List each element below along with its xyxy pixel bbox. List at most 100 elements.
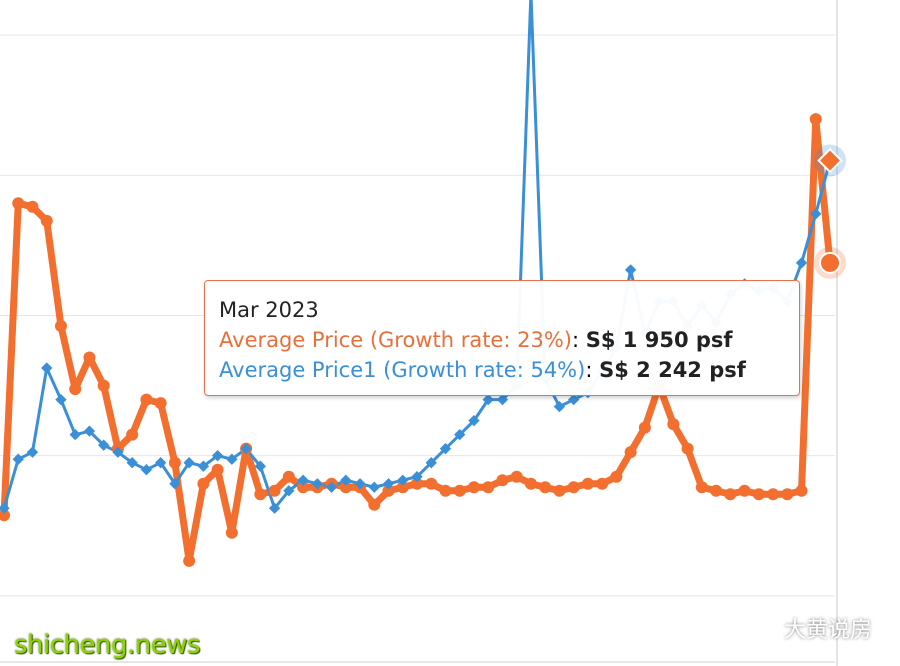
data-point[interactable] (268, 502, 281, 514)
data-point[interactable] (638, 421, 651, 434)
wechat-icon (748, 617, 777, 639)
data-point[interactable] (454, 428, 466, 441)
data-point[interactable] (254, 460, 267, 472)
data-point[interactable] (596, 477, 609, 490)
data-point[interactable] (724, 488, 737, 501)
data-point[interactable] (183, 554, 196, 567)
data-point[interactable] (140, 464, 153, 476)
data-point[interactable] (667, 418, 680, 431)
data-point[interactable] (382, 478, 395, 490)
data-point[interactable] (567, 481, 580, 494)
data-point[interactable] (283, 485, 295, 497)
data-point[interactable] (169, 478, 181, 490)
tooltip-series-label: Average Price (Growth rate: 23%) (219, 328, 572, 352)
data-point[interactable] (411, 477, 423, 490)
data-point[interactable] (439, 484, 452, 497)
data-point[interactable] (752, 488, 765, 501)
data-point[interactable] (297, 474, 309, 486)
data-point[interactable] (453, 484, 466, 497)
data-point[interactable] (69, 428, 81, 441)
data-point[interactable] (382, 484, 395, 497)
data-point[interactable] (339, 481, 352, 494)
data-point[interactable] (695, 481, 708, 494)
data-point[interactable] (624, 446, 637, 459)
data-point[interactable] (795, 484, 808, 497)
data-point[interactable] (12, 197, 25, 210)
tooltip-title: Mar 2023 (219, 298, 319, 322)
data-point[interactable] (226, 453, 238, 465)
data-point[interactable] (69, 383, 82, 396)
data-point[interactable] (354, 478, 366, 490)
data-point[interactable] (41, 362, 53, 374)
data-point[interactable] (467, 481, 480, 494)
data-point[interactable] (183, 457, 195, 469)
data-point[interactable] (26, 200, 39, 213)
data-point[interactable] (411, 471, 423, 483)
data-point[interactable] (211, 450, 224, 462)
data-point[interactable] (126, 428, 139, 441)
data-point[interactable] (54, 319, 67, 332)
tooltip-series-label: Average Price1 (Growth rate: 54%) (219, 358, 586, 382)
data-point[interactable] (197, 477, 210, 490)
data-point[interactable] (297, 481, 310, 494)
data-point[interactable] (126, 457, 138, 469)
data-point[interactable] (368, 498, 381, 511)
hovered-data-point[interactable] (819, 251, 841, 274)
data-point[interactable] (809, 113, 822, 126)
data-point[interactable] (211, 463, 224, 476)
data-point[interactable] (55, 393, 67, 406)
data-point[interactable] (610, 470, 623, 483)
data-point[interactable] (553, 484, 566, 497)
data-point[interactable] (681, 442, 694, 455)
data-point[interactable] (496, 393, 509, 406)
data-point[interactable] (425, 457, 437, 469)
data-point[interactable] (482, 481, 495, 494)
data-point[interactable] (581, 477, 594, 490)
watermark-text: shicheng.news (14, 630, 201, 660)
data-point[interactable] (97, 379, 110, 392)
data-point[interactable] (795, 257, 808, 269)
data-point[interactable] (168, 456, 181, 469)
tooltip-series-value: S$ 1 950 psf (585, 328, 733, 352)
data-point[interactable] (567, 393, 580, 406)
hovered-data-point[interactable] (817, 147, 843, 174)
data-point[interactable] (539, 481, 552, 494)
data-point[interactable] (311, 478, 323, 490)
brand-badge: 大黄说房 (748, 612, 872, 644)
data-point[interactable] (268, 484, 281, 497)
data-point[interactable] (510, 470, 523, 483)
brand-name: 大黄说房 (784, 618, 873, 643)
data-point[interactable] (396, 481, 409, 494)
data-point[interactable] (225, 526, 238, 539)
data-point[interactable] (397, 474, 409, 486)
data-point[interactable] (810, 208, 822, 220)
data-point[interactable] (325, 481, 338, 493)
data-point[interactable] (154, 397, 167, 410)
data-point[interactable] (496, 474, 509, 487)
data-point[interactable] (197, 460, 210, 472)
data-point[interactable] (710, 484, 723, 497)
data-point[interactable] (468, 414, 480, 427)
data-point[interactable] (781, 488, 794, 501)
tooltip-row-average-price: Average Price (Growth rate: 23%): S$ 1 9… (219, 328, 733, 352)
tooltip-row-average-price1: Average Price1 (Growth rate: 54%): S$ 2 … (219, 358, 746, 382)
data-point[interactable] (340, 474, 352, 486)
data-point[interactable] (140, 393, 153, 406)
data-point[interactable] (254, 488, 267, 501)
tooltip-series-value: S$ 2 242 psf (599, 358, 746, 382)
data-point[interactable] (282, 470, 295, 483)
data-point[interactable] (482, 393, 494, 406)
data-point[interactable] (425, 477, 438, 490)
data-point[interactable] (240, 443, 252, 455)
chart-tooltip: Mar 2023 Average Price (Growth rate: 23%… (204, 280, 800, 396)
data-point[interactable] (83, 351, 96, 364)
data-point[interactable] (553, 400, 566, 413)
data-point[interactable] (368, 481, 380, 493)
data-point[interactable] (439, 443, 452, 455)
data-point[interactable] (524, 477, 537, 490)
data-point[interactable] (40, 214, 53, 227)
data-point[interactable] (154, 457, 167, 469)
data-point[interactable] (738, 484, 751, 497)
data-point[interactable] (767, 488, 780, 501)
data-point[interactable] (624, 264, 637, 276)
